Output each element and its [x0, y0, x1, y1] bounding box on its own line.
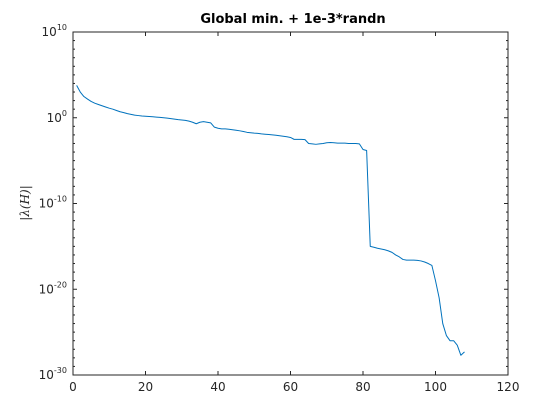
- x-tick-label: 120: [497, 380, 520, 394]
- y-tick-base: 10: [39, 197, 54, 211]
- y-tick-exponent: 0: [62, 109, 67, 118]
- x-tick-label: 40: [210, 380, 225, 394]
- y-tick-base: 10: [39, 368, 54, 382]
- x-tick-label: 60: [283, 380, 298, 394]
- x-tick-label: 0: [69, 380, 77, 394]
- y-tick-exponent: -20: [54, 280, 67, 289]
- y-tick-exponent: 10: [57, 23, 67, 32]
- y-tick-label: 10-10: [39, 195, 67, 211]
- y-tick-exponent: -30: [54, 366, 67, 375]
- chart-title: Global min. + 1e-3*randn: [200, 12, 385, 27]
- y-tick-label: 10-30: [39, 366, 67, 382]
- y-tick-base: 10: [47, 111, 62, 125]
- y-tick-base: 10: [42, 25, 57, 39]
- y-axis-label: |λ(H)|: [18, 185, 32, 221]
- x-tick-label: 100: [424, 380, 447, 394]
- y-tick-exponent: -10: [54, 195, 67, 204]
- y-tick-base: 10: [39, 282, 54, 296]
- y-tick-label: 1010: [42, 23, 67, 39]
- y-tick-label: 10-20: [39, 280, 67, 296]
- x-tick-label: 80: [355, 380, 370, 394]
- eigenvalue-series-line: [76, 85, 465, 356]
- y-tick-label: 100: [47, 109, 67, 125]
- x-tick-label: 20: [138, 380, 153, 394]
